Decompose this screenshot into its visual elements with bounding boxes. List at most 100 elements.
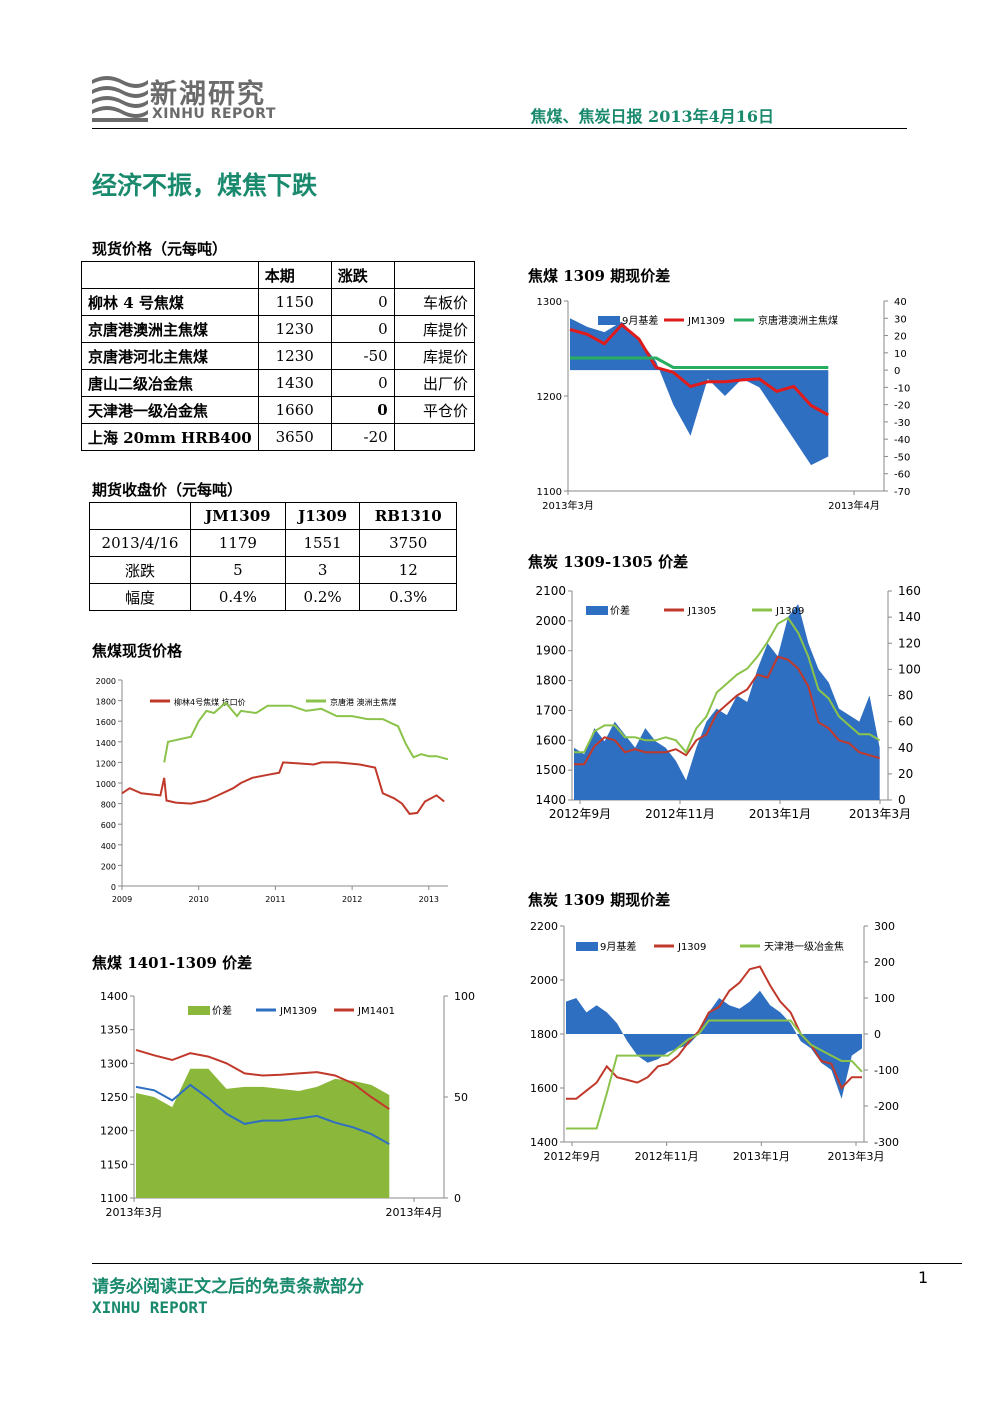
x-tick-label: 2013年1月 [733,1149,790,1163]
legend-swatch [586,606,608,615]
table-header-cell [89,502,191,530]
y-tick-label: 1250 [100,1091,128,1104]
row-price: 1660 [257,396,332,424]
row-name: 柳林 4 号焦煤 [81,288,259,316]
legend-label: J1309 [775,606,804,617]
table-cell: 1179 [190,529,286,557]
x-tick-label: 2013年1月 [749,807,811,821]
row-name: 天津港一级冶金焦 [81,396,259,424]
series-line-J1309 [566,965,862,1100]
y-tick-label: 2100 [535,584,566,598]
series-line-京唐港澳洲主焦煤 [570,356,829,369]
logo-text-en: XINHU REPORT [152,106,276,122]
y-right-tick-label: -40 [894,435,910,446]
x-tick-label: 2011 [265,895,285,904]
y-right-tick-label: -300 [874,1136,899,1149]
series-line-JM1401 [135,1048,390,1110]
table-cell: 0.3% [359,583,457,611]
y-right-tick-label: 40 [894,297,907,308]
row-change: 0 [330,315,395,343]
table-cell: 5 [190,556,286,584]
row-price: 1430 [257,369,332,397]
x-tick-label: 2012年9月 [544,1149,601,1163]
row-change: 0 [330,369,395,397]
y-right-tick-label: 80 [898,689,913,703]
y-tick-label: 1200 [537,392,562,403]
y-tick-label: 1100 [100,1192,128,1205]
x-tick-label: 2012年9月 [549,807,611,821]
footer-brand: XINHU REPORT [92,1298,208,1317]
row-price: 1150 [257,288,332,316]
row-name: 京唐港澳洲主焦煤 [81,315,259,343]
y-tick-label: 2200 [530,920,558,933]
y-tick-label: 1400 [535,793,566,807]
table-row: 柳林 4 号焦煤 1150 0 车板价 [81,288,476,316]
x-tick-label: 2013年4月 [828,499,880,512]
y-tick-label: 200 [101,862,116,871]
y-right-tick-label: -20 [894,401,910,412]
table-header-cell: 涨跌 [330,261,395,289]
y-tick-label: 1700 [535,703,566,717]
legend-swatch [188,1006,210,1015]
row-price: 1230 [257,342,332,370]
y-right-tick-label: 0 [874,1028,881,1041]
series-line-柳林4号焦煤 坑口价 [121,761,445,815]
row-price: 1230 [257,315,332,343]
table-header-cell: J1309 [284,502,361,530]
chart-title-coking-coal-basis: 焦煤 1309 期现价差 [528,267,671,285]
legend-label: JM1309 [687,316,725,327]
row-name: 唐山二级冶金焦 [81,369,259,397]
y-tick-label: 400 [101,842,116,851]
x-tick-label: 2013年3月 [106,1205,163,1219]
legend-label: 价差 [212,1004,232,1017]
row-note [393,423,476,451]
table-cell: 幅度 [89,583,191,611]
y-tick-label: 1400 [96,739,116,748]
x-tick-label: 2012年11月 [645,807,715,821]
y-right-tick-label: -200 [874,1100,899,1113]
y-right-tick-label: 100 [454,990,475,1003]
y-right-tick-label: -100 [874,1064,899,1077]
table-header-cell [393,261,476,289]
legend-swatch [576,942,598,951]
legend-label: 9月基差 [622,314,658,327]
y-tick-label: 1150 [100,1158,128,1171]
series-area-价差 [574,604,880,800]
footer-disclaimer[interactable]: 请务必阅读正文之后的免责条款部分 [92,1277,364,1297]
y-right-tick-label: 0 [898,793,906,807]
series-area-9月基差 [566,990,862,1099]
y-right-tick-label: -60 [894,470,910,481]
row-note: 库提价 [393,342,476,370]
y-right-tick-label: 300 [874,920,895,933]
y-right-tick-label: 40 [898,741,913,755]
legend-label: 京唐港 澳洲主焦煤 [330,697,397,707]
legend-label: 9月基差 [600,940,636,953]
chart-coke-basis: 1400 1600 1800 2000 2200 -300 -200 -100 0 100 200 3… [530,920,899,1163]
x-tick-label: 2013年3月 [849,807,911,821]
y-right-tick-label: 20 [894,332,907,343]
table-header-cell: 本期 [257,261,332,289]
x-tick-label: 2012 [342,895,362,904]
y-tick-label: 1200 [100,1125,128,1138]
legend-label: 天津港一级冶金焦 [764,940,844,953]
table-row: 幅度 0.4% 0.2% 0.3% [89,583,457,611]
table-row: 天津港一级冶金焦 1660 0 平仓价 [81,396,476,424]
y-tick-label: 600 [101,821,116,830]
table-row: 2013/4/16 1179 1551 3750 [89,529,457,557]
row-note: 车板价 [393,288,476,316]
table-header-cell: RB1310 [359,502,457,530]
series-line-J1305 [574,655,880,766]
logo-text-cn: 新湖研究 [150,79,266,110]
table-header-row: 本期 涨跌 [81,261,476,289]
x-tick-label: 2013年4月 [386,1205,443,1219]
y-tick-label: 1600 [535,733,566,747]
row-change: 0 [330,396,395,424]
series-line-JM1309 [135,1083,390,1145]
chart-coking-coal-basis: 1100 1200 1300 -70 -60 -50 -40 -30 -20 -10 0 10 20 30… [537,297,911,512]
y-tick-label: 1400 [530,1136,558,1149]
chart-coking-coal-spot: 0 200 400 600 800 1000 1200 1400 1600 1800 2000 200… [96,677,449,904]
y-tick-label: 1200 [96,759,116,768]
series-area-9月基差 [570,318,829,466]
row-note: 库提价 [393,315,476,343]
table-row: 唐山二级冶金焦 1430 0 出厂价 [81,369,476,397]
